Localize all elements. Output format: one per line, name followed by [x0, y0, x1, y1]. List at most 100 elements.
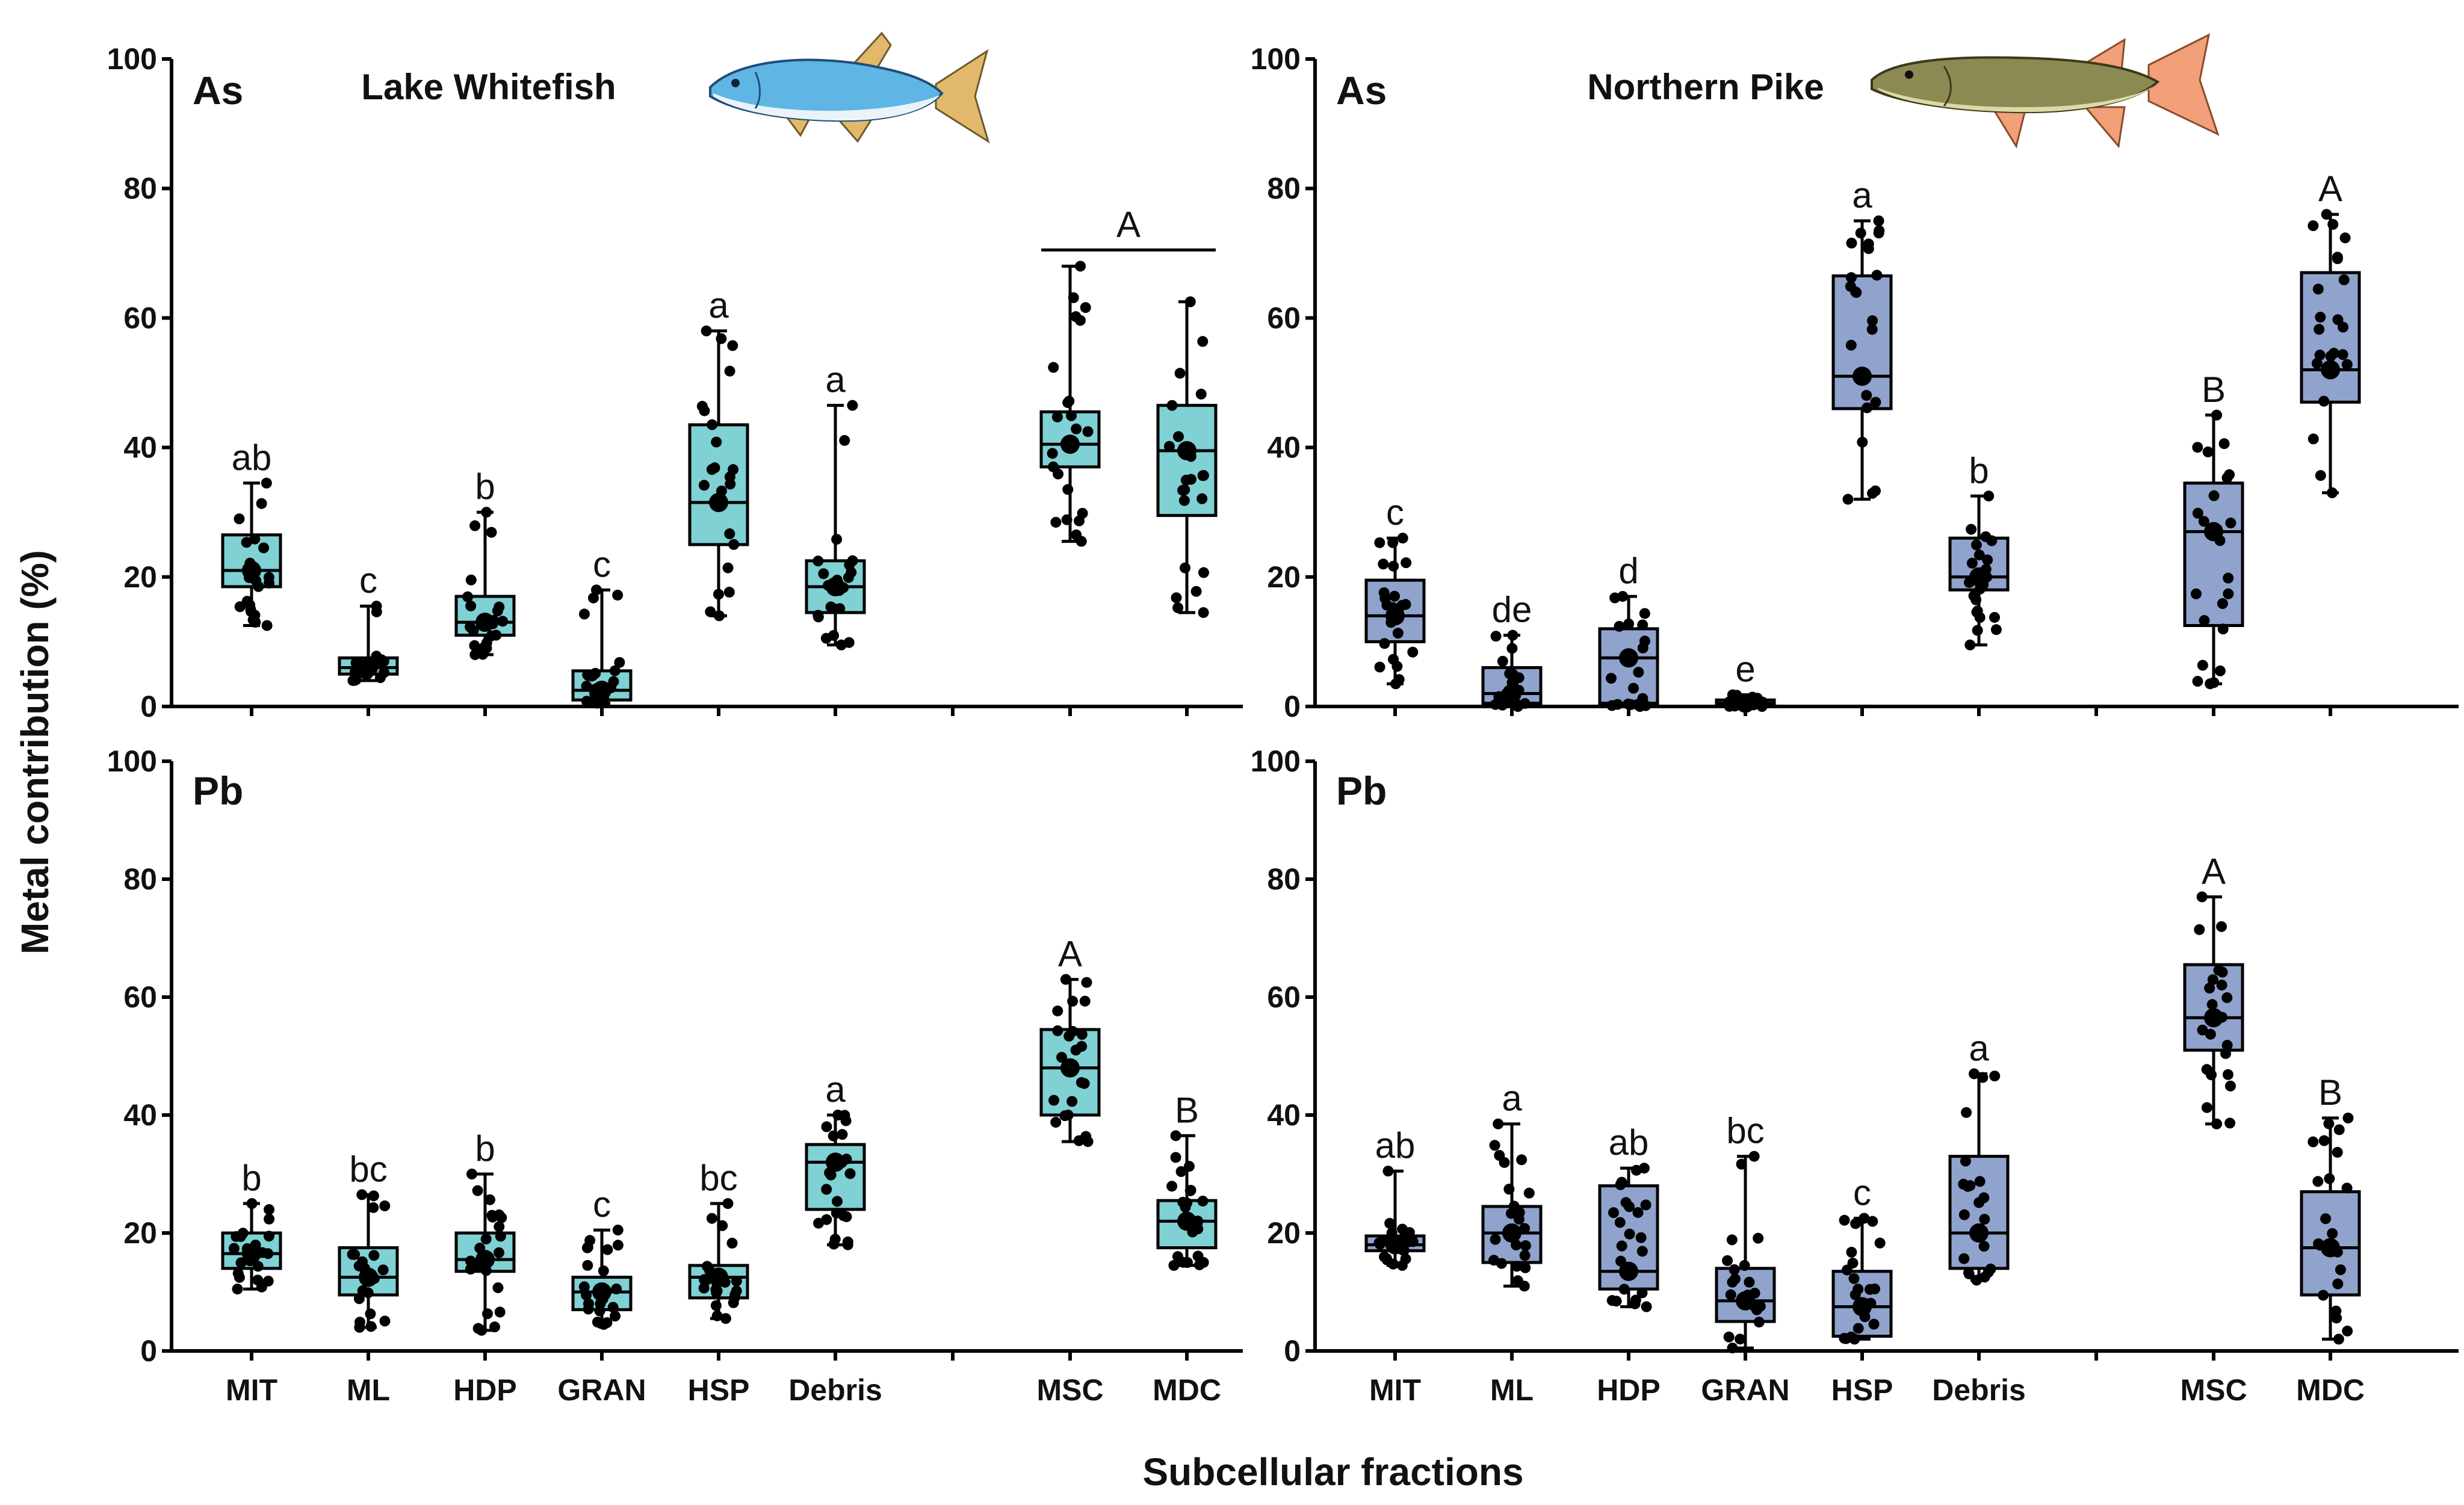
data-point [698, 480, 710, 491]
data-point [234, 601, 246, 613]
data-point [1608, 1207, 1619, 1219]
data-point [705, 606, 716, 617]
data-point [1641, 1301, 1652, 1312]
data-point [480, 1233, 492, 1244]
data-point [1496, 1258, 1507, 1269]
data-point [847, 400, 858, 411]
data-point [813, 610, 824, 621]
data-point [1490, 1234, 1501, 1245]
data-point [1393, 674, 1405, 685]
data-point [379, 1200, 391, 1211]
data-point [1061, 514, 1073, 525]
data-point [2308, 1136, 2319, 1148]
mean-marker [1502, 684, 1521, 703]
data-point [2312, 1176, 2324, 1187]
data-point [2338, 274, 2350, 286]
mean-marker [592, 681, 611, 700]
mean-marker [1969, 567, 1989, 587]
data-point [2190, 588, 2202, 599]
data-point [723, 587, 735, 598]
data-point [1624, 1228, 1635, 1240]
data-point [2196, 891, 2208, 903]
data-point [379, 667, 390, 678]
x-tick-label: GRAN [557, 1373, 646, 1407]
data-point [1180, 474, 1192, 486]
data-point [350, 657, 362, 669]
data-point [612, 589, 624, 601]
mean-marker [1060, 1058, 1080, 1078]
data-point [481, 507, 492, 518]
data-point [821, 1184, 832, 1195]
data-point [1074, 315, 1086, 326]
data-point [1198, 470, 1209, 481]
data-point [846, 567, 857, 578]
data-point [253, 581, 264, 592]
data-point [1499, 1157, 1510, 1168]
data-point [2324, 1173, 2335, 1184]
data-point [368, 1250, 380, 1261]
y-tick-label: 20 [1267, 560, 1301, 594]
mean-marker [242, 561, 261, 581]
data-point [2217, 598, 2228, 610]
y-tick-label: 100 [1251, 42, 1301, 76]
y-tick-label: 0 [1284, 1334, 1301, 1368]
data-point [379, 1315, 391, 1327]
data-point [582, 1241, 593, 1253]
data-point [235, 1257, 247, 1269]
data-point [2220, 1048, 2231, 1059]
data-point [2224, 1117, 2236, 1129]
data-point [1727, 1343, 1738, 1354]
data-point [1171, 592, 1182, 604]
data-point [1966, 557, 1978, 569]
data-point [1381, 1254, 1393, 1265]
data-point [1076, 1040, 1088, 1052]
data-point [837, 1129, 848, 1140]
significance-letter: c [593, 544, 611, 584]
data-point [350, 674, 362, 685]
data-point [726, 1237, 738, 1249]
y-tick-label: 20 [1267, 1216, 1301, 1250]
data-point [263, 572, 274, 583]
data-point [231, 1231, 242, 1242]
data-point [228, 1243, 240, 1254]
mean-marker [1060, 434, 1080, 454]
y-tick-label: 80 [123, 172, 157, 205]
data-point [1839, 1214, 1850, 1226]
data-point [1859, 1213, 1870, 1224]
data-point [1870, 485, 1881, 496]
data-point [241, 537, 252, 548]
data-point [362, 1287, 374, 1299]
data-point [592, 1316, 603, 1327]
mean-marker [1502, 1223, 1521, 1243]
data-point [1969, 1068, 1980, 1080]
data-point [1848, 1273, 1860, 1284]
data-point [727, 340, 738, 351]
data-point [1513, 1214, 1525, 1225]
mean-marker [2321, 360, 2340, 380]
data-point [701, 325, 712, 336]
data-point [831, 534, 843, 545]
significance-letter: B [1175, 1090, 1199, 1130]
data-point [728, 464, 739, 475]
data-point [706, 1213, 717, 1224]
x-tick-label: MSC [2180, 1373, 2247, 1407]
x-tick-label: Debris [1932, 1373, 2026, 1407]
data-point [2315, 312, 2326, 323]
data-point [1062, 1110, 1074, 1121]
data-point [1503, 1184, 1515, 1195]
data-point [1615, 1179, 1626, 1190]
data-point [582, 1259, 593, 1271]
data-point [1873, 215, 1884, 226]
data-point [2221, 1039, 2233, 1051]
data-point [1725, 1289, 1736, 1300]
data-point [1990, 624, 2002, 635]
data-point [2199, 615, 2210, 626]
data-point [1605, 673, 1617, 684]
mean-marker [2204, 1008, 2223, 1028]
data-point [728, 539, 740, 550]
data-point [2205, 1028, 2216, 1040]
data-point [465, 1255, 476, 1267]
data-point [462, 591, 474, 602]
data-point [1853, 1323, 1864, 1334]
